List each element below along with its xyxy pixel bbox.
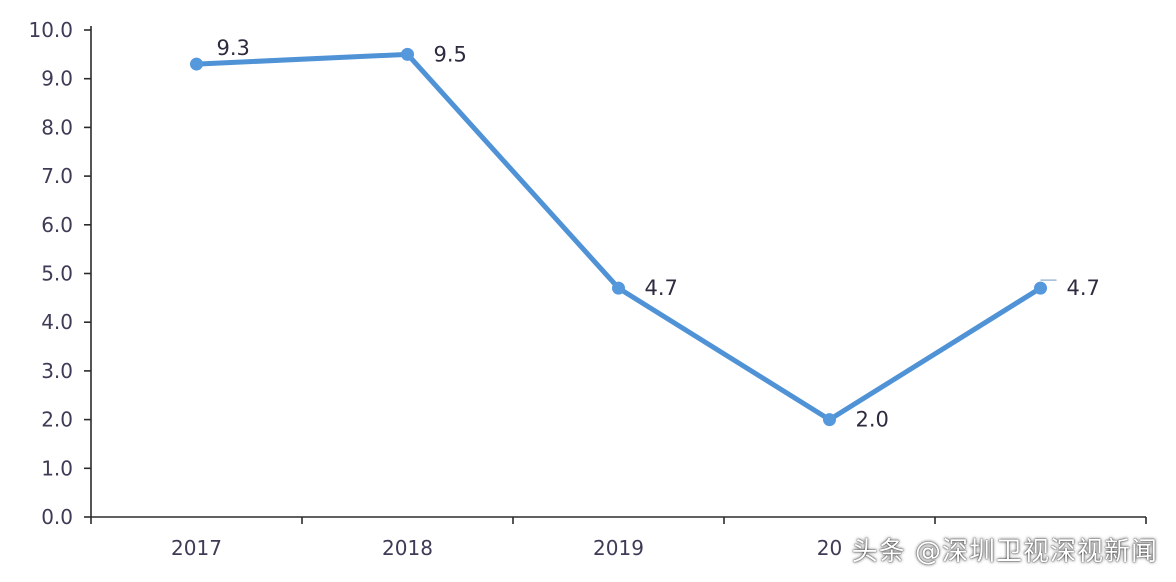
series-line	[194, 51, 1043, 423]
data-label: 2.0	[856, 408, 889, 432]
y-tick-label: 0.0	[41, 505, 73, 529]
y-tick-label: 7.0	[41, 164, 73, 188]
y-tick-label: 2.0	[41, 408, 73, 432]
data-point	[612, 281, 625, 295]
data-label: 9.3	[217, 36, 250, 60]
watermark: 头条 @深圳卫视深视新闻	[851, 537, 1158, 567]
x-axis: 2017 2018 2019 20	[90, 516, 1147, 560]
x-tick-label: 2018	[382, 536, 433, 560]
x-tick-label: 2017	[171, 536, 222, 560]
y-tick-label: 9.0	[41, 67, 73, 91]
y-tick-label: 1.0	[41, 456, 73, 480]
x-tick-label: 2019	[593, 536, 644, 560]
x-tick-label: 20	[817, 536, 842, 560]
y-tick-label: 8.0	[41, 115, 73, 139]
y-tick-label: 4.0	[41, 310, 73, 334]
data-label: 4.7	[1067, 276, 1100, 300]
data-label: 4.7	[645, 276, 678, 300]
data-labels: 9.3 9.5 4.7 2.0 4.7	[217, 36, 1100, 432]
data-point	[401, 47, 414, 61]
y-tick-label: 5.0	[41, 262, 73, 286]
data-label: 9.5	[434, 42, 467, 66]
data-point	[1034, 281, 1047, 295]
y-tick-label: 10.0	[28, 18, 73, 42]
data-point	[823, 413, 836, 427]
data-point	[190, 57, 203, 71]
y-tick-label: 6.0	[41, 213, 73, 237]
y-axis: 0.0 1.0 2.0 3.0 4.0 5.0 6.0 7.0 8.0 9.0 10.0	[28, 18, 92, 529]
series	[190, 47, 1047, 427]
y-tick-label: 3.0	[41, 359, 73, 383]
